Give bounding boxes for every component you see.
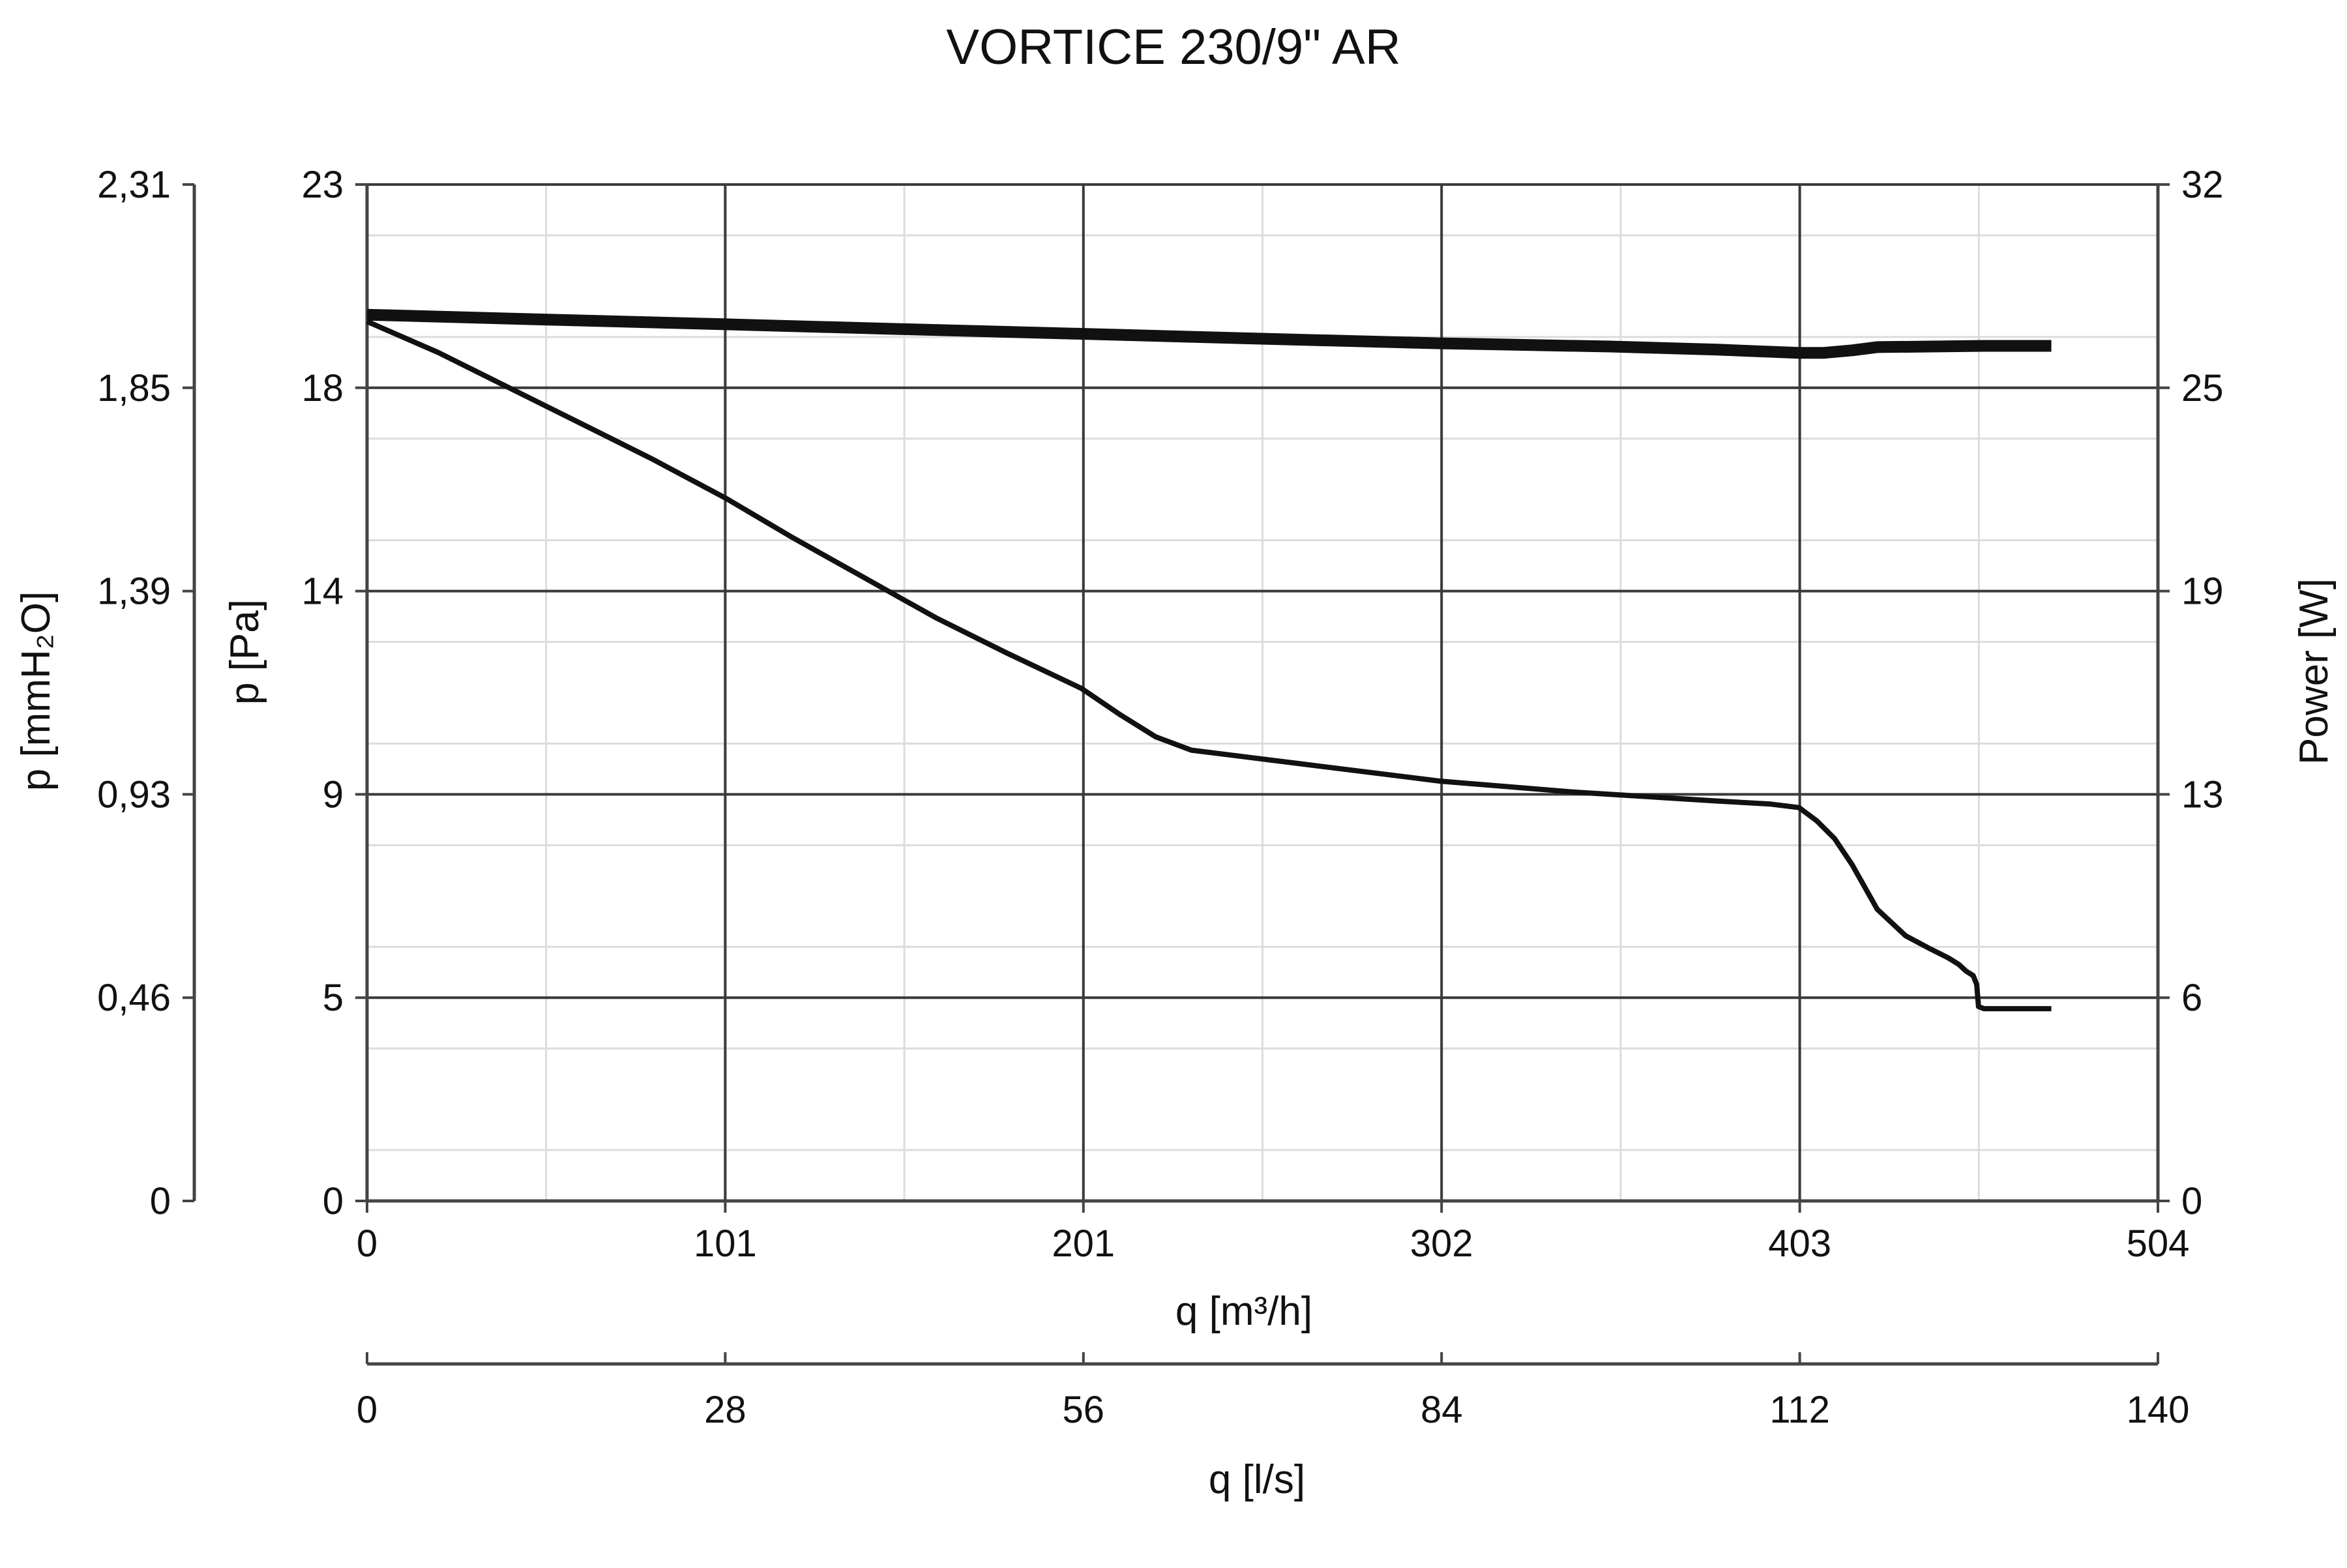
y-tick-label-mmh2o: 0,46 <box>97 977 171 1019</box>
x-tick-label-m3h: 201 <box>1052 1222 1115 1265</box>
y-tick-label-pa: 23 <box>301 164 344 206</box>
y-tick-label-power: 32 <box>2181 164 2224 206</box>
axes <box>183 183 2170 1366</box>
x-tick-label-m3h: 101 <box>694 1222 757 1265</box>
x-axis-label-ls: q [l/s] <box>1209 1457 1305 1502</box>
x-tick-label-m3h: 302 <box>1410 1222 1473 1265</box>
y-tick-label-power: 13 <box>2181 773 2224 816</box>
y-tick-label-mmh2o: 0,93 <box>97 773 171 816</box>
y-tick-label-pa: 0 <box>323 1180 344 1222</box>
y-axis-label-power: Power [W] <box>2292 578 2337 765</box>
power-curve <box>366 308 2052 359</box>
y-tick-label-pa: 9 <box>323 773 344 816</box>
minor-grid <box>367 185 2158 1201</box>
x-tick-label-m3h: 504 <box>2127 1222 2190 1265</box>
x-tick-label-ls: 28 <box>704 1389 746 1431</box>
x-tick-label-ls: 140 <box>2127 1389 2190 1431</box>
y-tick-label-pa: 18 <box>301 367 344 409</box>
x-tick-label-ls: 0 <box>357 1389 377 1431</box>
y-tick-label-power: 25 <box>2181 367 2224 409</box>
y-tick-label-mmh2o: 0 <box>150 1180 171 1222</box>
y-tick-label-power: 0 <box>2181 1180 2202 1222</box>
y-axis-label-mmh2o: p [mmH₂O] <box>14 591 59 791</box>
x-tick-label-ls: 112 <box>1769 1389 1829 1431</box>
y-tick-label-mmh2o: 1,39 <box>97 570 171 613</box>
curves <box>366 308 2052 1012</box>
x-axis-label-m3h: q [m³/h] <box>1175 1289 1312 1334</box>
y-axis-label-pa: p [Pa] <box>222 599 267 705</box>
pressure-curve <box>366 319 2052 1012</box>
x-tick-label-ls: 84 <box>1421 1389 1463 1431</box>
chart-title: VORTICE 230/9" AR <box>946 20 1400 75</box>
x-tick-label-ls: 56 <box>1063 1389 1105 1431</box>
y-tick-label-pa: 14 <box>301 570 344 613</box>
y-tick-label-mmh2o: 1,85 <box>97 367 171 409</box>
y-tick-label-mmh2o: 2,31 <box>97 164 171 206</box>
x-tick-label-m3h: 403 <box>1768 1222 1831 1265</box>
y-tick-label-power: 19 <box>2181 570 2224 613</box>
x-tick-label-m3h: 0 <box>357 1222 377 1265</box>
y-tick-label-pa: 5 <box>323 977 344 1019</box>
y-tick-label-power: 6 <box>2181 977 2202 1019</box>
